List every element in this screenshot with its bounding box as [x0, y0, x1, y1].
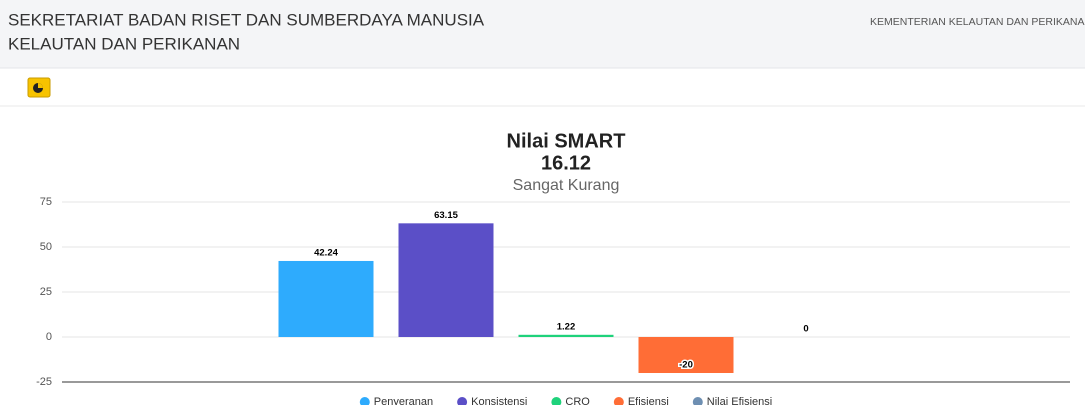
data-label: -20 [679, 360, 693, 371]
legend-label: Penyeranan [374, 396, 433, 405]
legend-marker [359, 397, 370, 405]
chart-type-button[interactable] [27, 77, 51, 98]
y-tick-label: 50 [40, 241, 52, 253]
bar [398, 223, 494, 337]
header-org: KEMENTERIAN KELAUTAN DAN PERIKANA [870, 16, 1085, 28]
y-tick-label: 0 [46, 331, 52, 343]
chart-subtitle: 16.12 [541, 152, 591, 174]
data-label: 1.22 [557, 321, 576, 332]
header-title: SEKRETARIAT BADAN RISET DAN SUMBERDAYA M… [8, 10, 485, 29]
bar [518, 334, 614, 337]
legend-label: CRO [565, 396, 590, 405]
legend-marker [692, 397, 703, 405]
legend-marker [551, 397, 562, 405]
header-title: KELAUTAN DAN PERIKANAN [8, 34, 240, 53]
legend-label: Konsistensi [471, 396, 527, 405]
legend-label: Efisiensi [628, 396, 669, 405]
bar [278, 260, 374, 337]
bar [638, 337, 734, 373]
legend-label: Nilai Efisiensi [707, 396, 772, 405]
data-label: 42.24 [314, 247, 338, 258]
data-label: 0 [803, 324, 808, 335]
legend-marker [613, 397, 624, 405]
y-tick-label: 25 [40, 286, 52, 298]
y-tick-label: 75 [40, 196, 52, 208]
chart-subtitle: Sangat Kurang [513, 177, 620, 194]
y-tick-label: -25 [36, 376, 52, 388]
header-bar [0, 0, 1085, 68]
chart-title: Nilai SMART [507, 130, 626, 152]
data-label: 63.15 [434, 210, 458, 221]
legend-marker [457, 397, 468, 405]
